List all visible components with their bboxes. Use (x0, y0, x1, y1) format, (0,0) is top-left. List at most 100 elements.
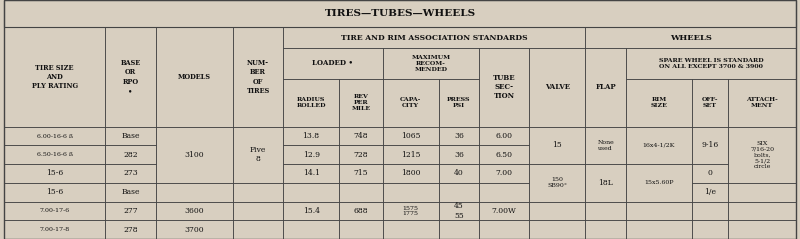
Text: 15-6: 15-6 (46, 169, 63, 178)
Bar (233, 127, 283, 183)
Bar (479, 145, 530, 164)
Text: 0: 0 (708, 169, 713, 178)
Text: MAXIMUM
RECOM-
MENDED: MAXIMUM RECOM- MENDED (411, 55, 450, 72)
Text: 278: 278 (123, 226, 138, 234)
Bar (283, 27, 586, 48)
Bar (283, 164, 339, 183)
Text: LOADED •: LOADED • (312, 59, 354, 67)
Bar (728, 79, 796, 127)
Text: SIX
7/16-20
bolts,
5-1/2
circle: SIX 7/16-20 bolts, 5-1/2 circle (750, 141, 774, 169)
Text: REV
PER
MILE: REV PER MILE (351, 94, 370, 111)
Text: RIM
SIZE: RIM SIZE (650, 97, 667, 108)
Bar (438, 183, 479, 201)
Bar (339, 201, 382, 220)
Bar (106, 127, 156, 145)
Bar (479, 220, 530, 239)
Bar (106, 145, 156, 164)
Text: 36: 36 (454, 151, 464, 159)
Text: 1575
1775: 1575 1775 (402, 206, 418, 216)
Bar (692, 127, 728, 164)
Text: 9-16: 9-16 (702, 141, 718, 149)
Text: TIRES—TUBES—WHEELS: TIRES—TUBES—WHEELS (325, 9, 475, 18)
Text: MODELS: MODELS (178, 73, 210, 81)
Bar (382, 127, 438, 145)
Bar (479, 164, 530, 183)
Text: 3700: 3700 (185, 226, 204, 234)
Bar (382, 48, 479, 79)
Text: 36: 36 (454, 132, 464, 140)
Bar (530, 127, 586, 164)
Bar (626, 220, 692, 239)
Text: TIRE AND RIM ASSOCIATION STANDARDS: TIRE AND RIM ASSOCIATION STANDARDS (341, 34, 528, 42)
Bar (479, 201, 530, 220)
Text: VALVE: VALVE (545, 83, 570, 91)
Bar (382, 145, 438, 164)
Text: WHEELS: WHEELS (670, 34, 712, 42)
Bar (233, 201, 283, 220)
Text: 282: 282 (123, 151, 138, 159)
Bar (728, 220, 796, 239)
Bar (438, 201, 479, 220)
Bar (4, 164, 106, 183)
Bar (626, 127, 692, 164)
Bar (692, 201, 728, 220)
Text: 1/e: 1/e (704, 188, 716, 196)
Bar (438, 79, 479, 127)
Text: RADIUS
ROLLED: RADIUS ROLLED (296, 97, 326, 108)
Text: 1065: 1065 (401, 132, 420, 140)
Bar (233, 27, 283, 127)
Text: NUM-
BER
OF
TIRES: NUM- BER OF TIRES (246, 59, 270, 95)
Bar (4, 127, 106, 145)
Text: TIRE SIZE
AND
PLY RATING: TIRE SIZE AND PLY RATING (32, 64, 78, 90)
Bar (530, 201, 586, 220)
Bar (586, 127, 626, 164)
Text: 16x4-1/2K: 16x4-1/2K (642, 143, 675, 148)
Text: 1215: 1215 (401, 151, 420, 159)
Text: 45
55: 45 55 (454, 202, 464, 219)
Bar (339, 79, 382, 127)
Text: 1800: 1800 (401, 169, 420, 178)
Bar (156, 201, 233, 220)
Text: 40: 40 (454, 169, 464, 178)
Bar (530, 220, 586, 239)
Bar (382, 164, 438, 183)
Bar (438, 127, 479, 145)
Bar (156, 220, 233, 239)
Text: 14.1: 14.1 (302, 169, 320, 178)
Text: 6.50-16-6 ß: 6.50-16-6 ß (37, 152, 73, 157)
Bar (4, 220, 106, 239)
Text: 13.8: 13.8 (302, 132, 320, 140)
Text: 715: 715 (354, 169, 368, 178)
Bar (283, 145, 339, 164)
Bar (626, 79, 692, 127)
Bar (283, 220, 339, 239)
Text: 688: 688 (354, 207, 368, 215)
Bar (438, 164, 479, 183)
Bar (283, 48, 382, 79)
Bar (4, 0, 796, 27)
Bar (692, 164, 728, 183)
Bar (728, 183, 796, 201)
Text: 6.00: 6.00 (496, 132, 513, 140)
Bar (479, 48, 530, 127)
Bar (233, 183, 283, 201)
Text: 7.00W: 7.00W (492, 207, 517, 215)
Bar (530, 48, 586, 127)
Text: SPARE WHEEL IS STANDARD
ON ALL EXCEPT 3700 & 3900: SPARE WHEEL IS STANDARD ON ALL EXCEPT 37… (658, 58, 763, 69)
Text: FLAP: FLAP (595, 83, 616, 91)
Bar (106, 183, 156, 201)
Bar (728, 201, 796, 220)
Bar (479, 183, 530, 201)
Text: 273: 273 (123, 169, 138, 178)
Text: 12.9: 12.9 (302, 151, 320, 159)
Bar (382, 220, 438, 239)
Bar (156, 27, 233, 127)
Bar (4, 183, 106, 201)
Bar (156, 183, 233, 201)
Text: 3600: 3600 (185, 207, 204, 215)
Bar (4, 201, 106, 220)
Bar (382, 201, 438, 220)
Bar (283, 201, 339, 220)
Bar (339, 127, 382, 145)
Bar (156, 127, 233, 183)
